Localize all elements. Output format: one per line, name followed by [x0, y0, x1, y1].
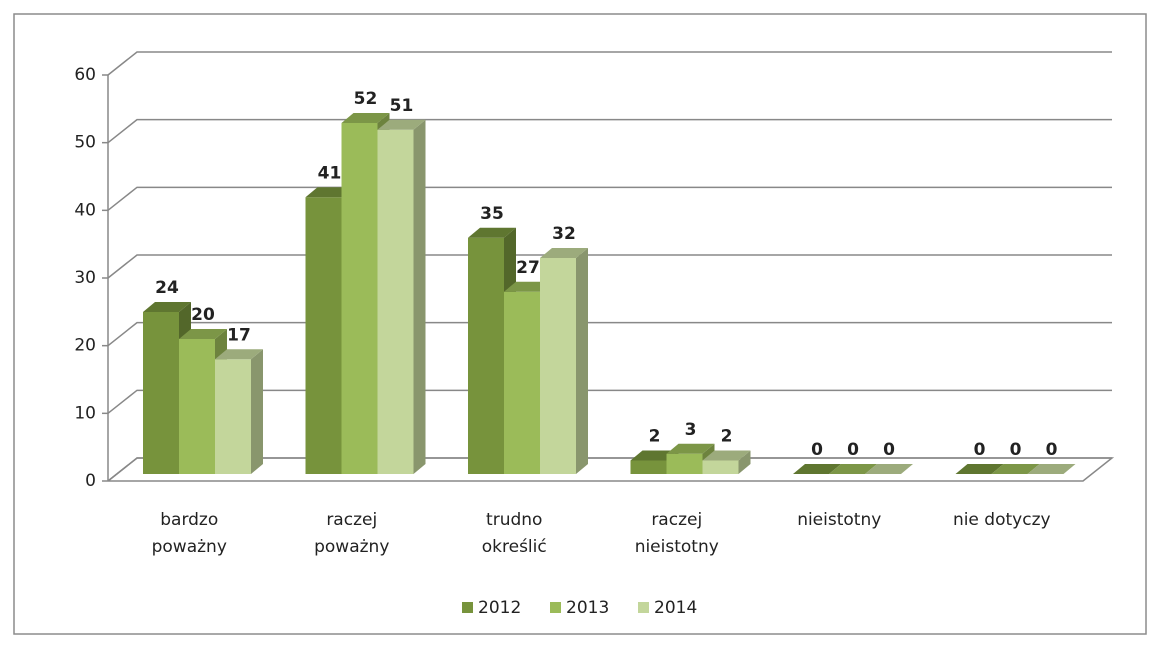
data-label: 0 [1046, 440, 1058, 460]
bar-side [738, 450, 751, 474]
data-label: 2 [649, 427, 661, 447]
x-tick-line: określić [482, 537, 547, 557]
y-tick-label: 30 [74, 268, 96, 288]
grid-line [107, 186, 1112, 211]
legend-swatch [462, 602, 473, 613]
bar [305, 197, 342, 474]
grid-line [107, 389, 1112, 414]
bar [468, 237, 504, 474]
data-label: 0 [974, 440, 986, 460]
bar-top [215, 349, 263, 360]
bar [504, 291, 540, 474]
data-label: 35 [480, 204, 504, 224]
legend-label: 2013 [566, 598, 609, 618]
data-label: 20 [191, 305, 215, 325]
grid-line [107, 118, 1112, 144]
bar [179, 339, 215, 474]
legend-swatch [550, 602, 561, 613]
bar-top [377, 119, 426, 130]
data-label: 24 [155, 278, 179, 298]
data-label: 0 [1010, 440, 1022, 460]
bar-top [540, 248, 588, 258]
x-tick-line: raczej [326, 510, 377, 530]
x-tick-label: nieistotny [797, 510, 881, 530]
bar-top [991, 464, 1040, 474]
data-label: 2 [721, 427, 733, 447]
bar-top [179, 329, 227, 339]
x-tick-label: bardzo poważny [152, 510, 227, 557]
bar [540, 258, 576, 474]
data-label: 3 [685, 420, 697, 440]
bar-top [143, 302, 191, 312]
x-tick-label: raczej nieistotny [635, 510, 719, 557]
bar [377, 129, 414, 474]
grid-line [107, 254, 1112, 279]
bar-top [702, 450, 751, 461]
legend-swatch [638, 602, 649, 613]
bar-top [865, 464, 913, 474]
bar [666, 453, 703, 474]
x-tick-line: poważny [152, 537, 227, 557]
bar [215, 359, 251, 474]
y-tick-label: 60 [74, 65, 96, 85]
data-label: 27 [516, 258, 540, 278]
bar [702, 460, 739, 474]
grid-line [107, 321, 1112, 347]
bar-top [1027, 464, 1076, 474]
legend-label: 2014 [654, 598, 697, 618]
data-label: 17 [227, 325, 251, 345]
y-tick-label: 40 [74, 200, 96, 220]
y-tick-label: 10 [74, 403, 96, 423]
x-tick-line: raczej [651, 510, 702, 530]
bar-side [251, 349, 263, 474]
bar [341, 123, 378, 474]
y-tick-label: 0 [85, 471, 96, 491]
data-label: 41 [318, 163, 342, 183]
data-label: 52 [354, 89, 378, 109]
data-label: 32 [552, 224, 576, 244]
grid-line [107, 51, 1112, 76]
x-tick-line: bardzo [160, 510, 218, 530]
bar-top [793, 464, 841, 474]
bar-top [666, 443, 715, 454]
data-label: 51 [390, 96, 414, 116]
y-tick-label: 20 [74, 336, 96, 356]
grid-line [107, 457, 1112, 482]
x-tick-line: poważny [314, 537, 389, 557]
bar [143, 312, 179, 474]
data-label: 0 [847, 440, 859, 460]
bar-top [341, 113, 390, 123]
x-tick-label: raczej poważny [314, 510, 389, 557]
y-tick-label: 50 [74, 133, 96, 153]
bar-side [576, 248, 588, 474]
x-tick-label: nie dotyczy [953, 510, 1051, 530]
bar [630, 460, 667, 474]
bar-top [829, 464, 877, 474]
data-label: 0 [883, 440, 895, 460]
bar-top [955, 464, 1004, 474]
bar-side [413, 119, 426, 474]
x-tick-label: trudno określić [482, 510, 547, 557]
x-tick-line: trudno [486, 510, 542, 530]
legend-label: 2012 [478, 598, 521, 618]
bar-top [468, 227, 516, 238]
data-label: 0 [811, 440, 823, 460]
x-tick-line: nieistotny [635, 537, 719, 557]
